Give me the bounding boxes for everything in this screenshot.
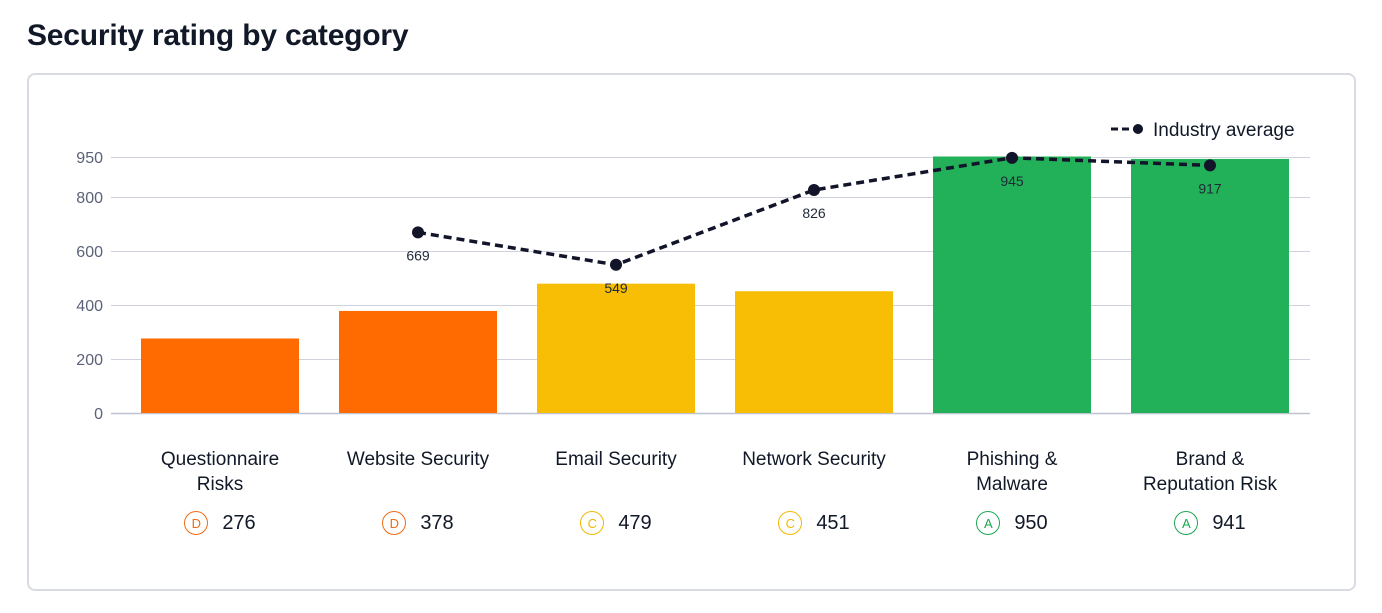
score-row: A 941 [1111,511,1309,535]
legend: Industry average [1111,120,1295,141]
industry-average-line-group: 669 549 826 945 917 [406,151,1222,296]
industry-average-point[interactable] [1006,151,1018,164]
industry-average-point[interactable] [1204,159,1216,172]
bar-phishing-malware[interactable] [933,156,1091,414]
category-label: Network Security [715,447,913,497]
category-label: Website Security [319,447,517,497]
industry-average-point[interactable] [412,226,424,239]
score-row: C 451 [715,511,913,535]
grade-badge: C [778,511,803,535]
industry-average-data-label: 917 [1198,180,1222,196]
industry-average-line [417,156,1211,267]
grade-badge: C [580,511,605,535]
category-block: Questionnaire Risks D 276 [121,447,319,535]
category-block: Website Security D 378 [319,447,517,535]
category-label-line: Risks [196,474,244,495]
score-value: 941 [1212,512,1246,534]
category-label-line: Phishing & [966,449,1058,470]
industry-average-data-label: 549 [604,280,628,296]
score-value: 378 [420,512,454,534]
bar-email-security[interactable] [537,283,695,413]
bars [141,156,1289,414]
chart-svg: 0 200 400 600 800 950 669 549 826 945 917 Industr… [76,120,1310,423]
category-label: Brand & Reputation Risk [1111,447,1309,497]
category-label-line: Reputation Risk [1142,474,1278,495]
bar-brand-reputation-risk[interactable] [1131,158,1289,413]
bar-website-security[interactable] [339,310,497,413]
bar-questionnaire-risks[interactable] [141,338,299,413]
industry-average-point[interactable] [610,258,622,271]
score-row: D 276 [121,511,319,535]
category-block: Email Security C 479 [517,447,715,535]
legend-marker [1133,124,1143,134]
chart-card: 0 200 400 600 800 950 669 549 826 945 917 Industr… [27,73,1356,591]
industry-average-point[interactable] [808,183,820,196]
score-value: 451 [816,512,850,534]
industry-average-data-label: 826 [802,205,826,221]
y-tick-label: 600 [76,244,103,261]
industry-average-data-label: 945 [1000,173,1024,189]
category-label: Phishing & Malware [913,447,1111,497]
bar-network-security[interactable] [735,291,893,413]
score-value: 276 [222,512,256,534]
category-label-line: Network Security [742,449,886,470]
legend-label: Industry average [1153,120,1295,141]
score-value: 479 [618,512,652,534]
category-block: Network Security C 451 [715,447,913,535]
category-label-line: Malware [976,474,1048,495]
score-value: 950 [1014,512,1048,534]
y-tick-label: 800 [76,190,103,207]
industry-average-data-label: 669 [406,247,430,263]
page-title: Security rating by category [27,19,409,52]
y-tick-label: 200 [76,352,103,369]
gridlines [111,157,1310,415]
y-axis-ticks: 0 200 400 600 800 950 [76,150,103,423]
grade-badge: A [1174,511,1199,535]
grade-badge: A [976,511,1001,535]
y-tick-label: 400 [76,298,103,315]
category-label-line: Email Security [555,449,677,470]
category-label-line: Questionnaire [160,449,280,470]
category-block: Phishing & Malware A 950 [913,447,1111,535]
score-row: C 479 [517,511,715,535]
grade-badge: D [382,511,407,535]
y-tick-label: 0 [94,406,103,423]
y-tick-label: 950 [76,150,103,167]
category-block: Brand & Reputation Risk A 941 [1111,447,1309,535]
category-label-line: Brand & [1175,449,1245,470]
grade-badge: D [184,511,209,535]
category-label-line: Website Security [346,449,490,470]
category-label: Questionnaire Risks [121,447,319,497]
category-label: Email Security [517,447,715,497]
score-row: D 378 [319,511,517,535]
score-row: A 950 [913,511,1111,535]
